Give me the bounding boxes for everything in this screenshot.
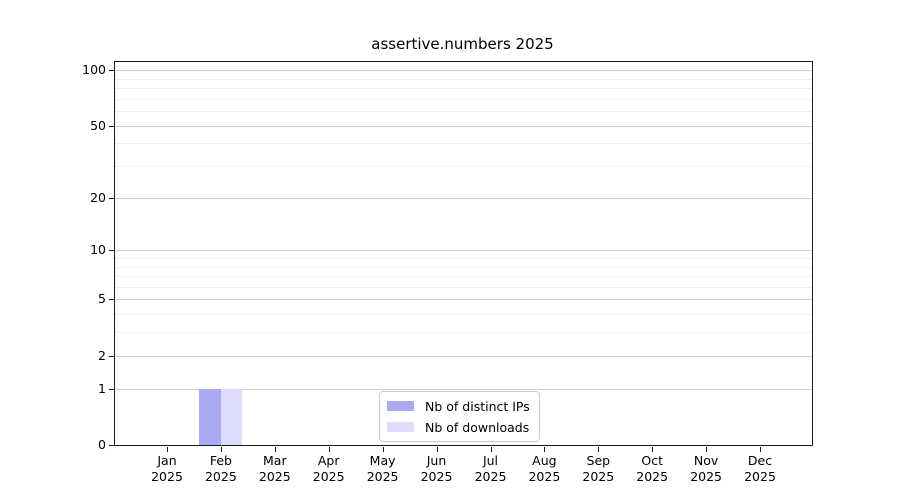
y-gridline-major bbox=[115, 355, 812, 357]
y-tick-mark bbox=[109, 388, 114, 390]
x-tick-label: Dec 2025 bbox=[744, 453, 776, 484]
y-gridline-minor bbox=[115, 98, 812, 100]
y-tick-mark bbox=[109, 299, 114, 301]
y-gridline-minor bbox=[115, 111, 812, 112]
y-gridline-minor bbox=[115, 286, 812, 288]
x-tick-label: Jan 2025 bbox=[151, 453, 183, 484]
x-tick-mark bbox=[598, 447, 600, 452]
y-tick-label: 100 bbox=[82, 62, 106, 77]
x-tick-mark bbox=[167, 447, 168, 452]
x-tick-mark bbox=[544, 447, 546, 452]
plot-area: Nb of distinct IPs Nb of downloads 0 1 2 5 1… bbox=[82, 61, 813, 484]
y-tick-label: 1 bbox=[98, 380, 106, 396]
legend-swatch-distinct-ips bbox=[387, 401, 414, 411]
legend-swatch-downloads bbox=[387, 422, 414, 432]
y-tick-mark bbox=[109, 125, 114, 127]
x-tick-label: Aug 2025 bbox=[528, 453, 561, 484]
bar-downloads bbox=[220, 388, 243, 445]
y-tick-mark bbox=[109, 250, 114, 252]
y-tick-mark bbox=[109, 197, 114, 199]
x-tick-mark bbox=[274, 447, 276, 452]
chart-title: assertive.numbers 2025 bbox=[371, 35, 554, 53]
x-tick-label: Sep 2025 bbox=[582, 453, 615, 484]
legend-label-distinct-ips: Nb of distinct IPs bbox=[425, 398, 530, 414]
x-tick-label: Jul 2025 bbox=[474, 453, 507, 484]
y-gridline-minor bbox=[115, 266, 812, 268]
y-gridline-minor bbox=[115, 276, 812, 277]
y-tick-label: 2 bbox=[98, 347, 106, 363]
y-gridline-minor bbox=[115, 87, 812, 89]
x-tick-mark bbox=[382, 447, 384, 452]
y-tick-mark bbox=[109, 445, 114, 446]
x-tick-mark bbox=[436, 447, 438, 452]
x-tick-label: Apr 2025 bbox=[312, 453, 345, 484]
y-gridline-minor bbox=[115, 166, 812, 167]
x-tick-mark bbox=[220, 447, 222, 452]
x-tick-label: Oct 2025 bbox=[636, 453, 669, 484]
x-tick-mark bbox=[328, 447, 330, 452]
x-tick-label: Mar 2025 bbox=[258, 453, 291, 484]
legend-item-distinct-ips: Nb of distinct IPs bbox=[387, 397, 530, 415]
y-gridline-minor bbox=[115, 332, 812, 334]
y-tick-label: 20 bbox=[90, 189, 106, 205]
y-tick-label: 5 bbox=[98, 291, 106, 307]
y-tick-mark bbox=[109, 70, 114, 71]
y-tick-label: 0 bbox=[98, 437, 106, 452]
y-gridline-minor bbox=[115, 257, 812, 259]
x-tick-label: Jun 2025 bbox=[420, 453, 453, 484]
x-tick-mark bbox=[706, 447, 708, 452]
y-gridline-minor bbox=[115, 78, 812, 80]
y-tick-mark bbox=[109, 355, 114, 357]
x-tick-label: Nov 2025 bbox=[690, 453, 722, 484]
y-gridline-major bbox=[115, 125, 812, 127]
bar-distinct-ips bbox=[199, 388, 221, 445]
x-tick-mark bbox=[652, 447, 654, 452]
y-gridline-major bbox=[115, 388, 812, 390]
legend-item-downloads: Nb of downloads bbox=[387, 418, 530, 436]
y-tick-label: 10 bbox=[90, 242, 106, 258]
y-tick-label: 50 bbox=[90, 117, 106, 133]
y-gridline-major bbox=[115, 250, 812, 252]
y-gridline-minor bbox=[115, 314, 812, 316]
x-tick-label: May 2025 bbox=[366, 453, 399, 484]
legend: Nb of distinct IPs Nb of downloads bbox=[379, 391, 540, 442]
x-tick-label: Feb 2025 bbox=[204, 453, 237, 484]
x-tick-mark bbox=[760, 447, 761, 452]
legend-label-downloads: Nb of downloads bbox=[425, 419, 530, 435]
y-gridline-major bbox=[115, 299, 812, 301]
x-tick-mark bbox=[490, 447, 492, 452]
y-gridline-major bbox=[115, 197, 812, 199]
y-gridline-major bbox=[115, 70, 812, 71]
y-gridline-minor bbox=[115, 143, 812, 145]
